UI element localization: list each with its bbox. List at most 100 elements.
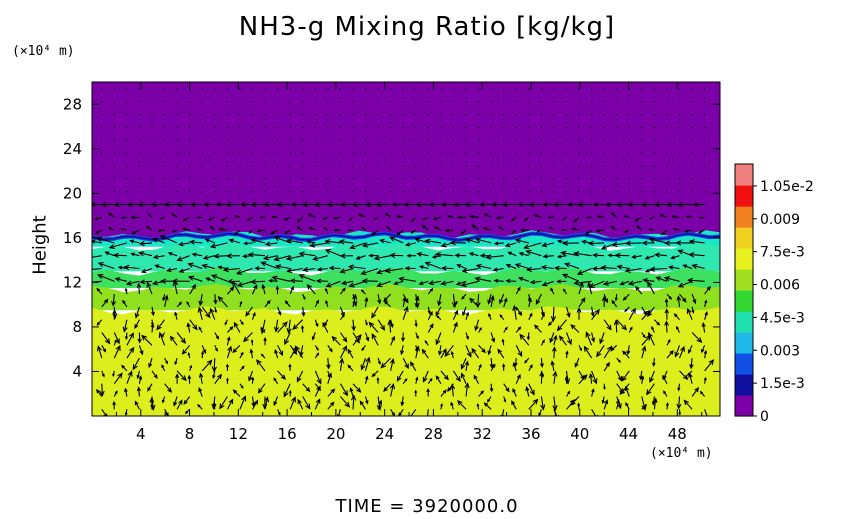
wind-vector [113,126,116,129]
wind-vector [616,126,618,129]
wind-vector [556,319,567,332]
wind-vector [653,114,656,116]
wind-vector [187,374,192,384]
wind-vector [556,279,567,284]
colorbar-swatch [735,172,753,178]
wind-vector [619,383,630,395]
colorbar-swatch [735,193,753,199]
wind-vector [163,165,166,167]
wind-vector [302,165,304,167]
wind-vector [641,126,643,129]
wind-vector [283,216,291,221]
wind-vector [666,114,668,116]
wind-vector [503,139,505,142]
wind-vector [440,178,442,180]
wind-vector [151,139,153,142]
wind-vector [402,139,404,142]
wind-vector [327,165,329,167]
wind-vector [214,126,216,129]
wind-vector [189,152,191,154]
wind-vector [314,101,316,103]
wind-vector [515,152,517,154]
wind-vector [276,178,279,180]
wind-vector [228,238,241,244]
wind-vector [390,319,394,329]
wind-vector [239,165,241,167]
wind-vector [277,409,281,416]
colorbar-swatch [735,168,753,173]
wind-vector [264,126,266,129]
wind-vector [410,216,417,223]
wind-vector [540,101,543,103]
wind-vector [703,178,706,180]
wind-vector [136,386,141,397]
wind-vector [601,396,605,405]
wind-vector [368,253,379,258]
wind-vector [275,285,280,295]
wind-vector [477,178,480,180]
wind-vector [400,396,405,407]
wind-vector [641,240,655,246]
wind-vector [339,396,351,408]
wind-vector [364,332,370,342]
wind-vector [132,357,140,371]
x-axis-unit: (×10⁴ m) [650,446,713,461]
wind-vector [219,396,228,410]
wind-vector [534,324,542,333]
wind-vector [628,101,630,103]
wind-vector [610,226,618,231]
wind-vector [528,126,530,129]
wind-vector [563,288,567,295]
wind-vector [124,287,128,295]
wind-vector [163,114,166,116]
wind-vector [440,370,449,381]
wind-vector [465,311,470,320]
wind-vector [635,285,643,295]
wind-vector [464,237,479,244]
wind-vector [96,345,103,359]
wind-vector [389,191,392,193]
wind-vector [427,178,429,180]
wind-vector [187,262,203,270]
wind-vector [314,165,316,167]
wind-vector [164,383,173,393]
wind-vector [161,364,166,372]
wind-vector [364,356,371,372]
wind-vector [92,202,102,207]
wind-vector [578,345,582,352]
wind-vector [262,201,278,208]
wind-vector [603,101,605,103]
wind-vector [284,229,291,234]
wind-vector [377,293,382,305]
wind-vector [631,254,642,259]
wind-vector [452,101,455,103]
wind-vector [648,237,668,244]
wind-vector [510,216,517,222]
wind-vector [189,364,193,372]
wind-vector [540,139,543,142]
wind-vector [94,216,102,221]
colorbar-label: 1.05e-2 [760,179,814,195]
wind-vector [402,293,409,304]
wind-vector [360,267,379,276]
wind-vector [302,267,316,273]
wind-vector [704,359,715,372]
wind-vector [401,332,405,343]
wind-vector [302,88,304,90]
wind-vector [477,101,480,103]
wind-vector [101,165,103,167]
wind-vector [314,345,319,351]
colorbar-label: 0.009 [760,212,800,228]
wind-vector [137,201,152,208]
wind-vector [414,294,420,309]
wind-vector [384,267,404,274]
wind-vector [352,152,354,154]
x-tick-label: 20 [326,425,345,443]
wind-vector [189,202,203,207]
wind-vector [315,278,328,284]
wind-vector [678,114,681,116]
wind-vector [139,279,153,285]
wind-vector [113,191,116,193]
wind-vector [325,299,329,308]
wind-vector [624,267,642,274]
